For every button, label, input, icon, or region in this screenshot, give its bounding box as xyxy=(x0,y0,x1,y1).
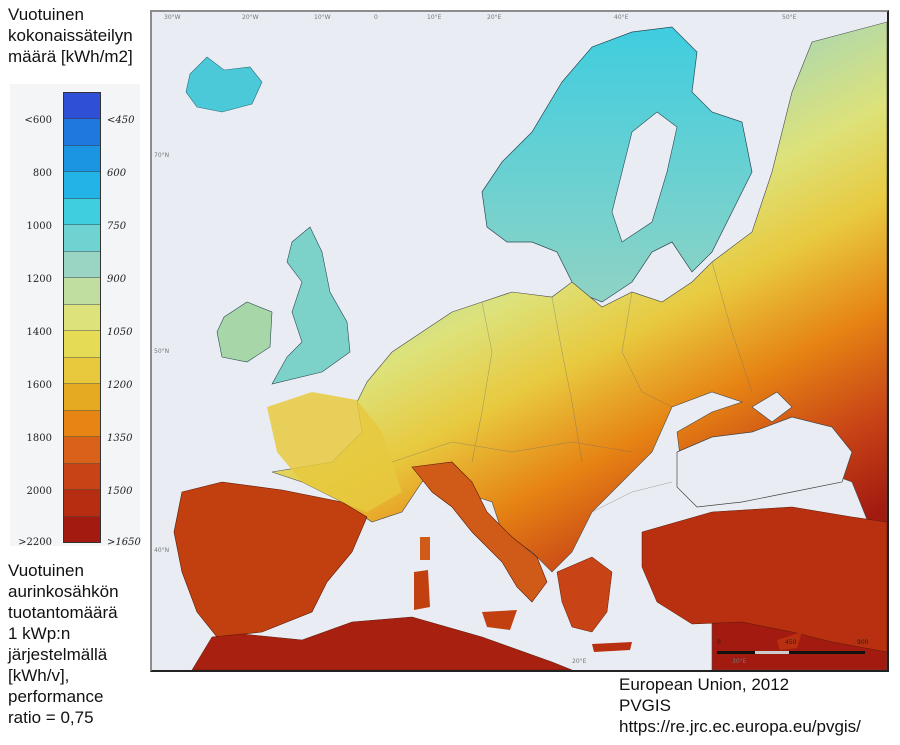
legend-band xyxy=(64,119,100,146)
legend-right-label: 1350 xyxy=(107,433,133,444)
legend-right-label: 1200 xyxy=(107,380,133,391)
legend-band xyxy=(64,198,100,226)
legend-right-label: <450 xyxy=(107,115,135,126)
legend-band xyxy=(64,93,100,120)
tick-label: 40°N xyxy=(154,547,170,554)
legend-left-label: <600 xyxy=(24,115,52,126)
iberian-peninsula xyxy=(173,481,368,638)
map-graphic xyxy=(173,21,887,670)
greece xyxy=(556,556,613,633)
tick-label: 10°E xyxy=(427,14,442,21)
legend-title-irradiation: Vuotuinen kokonaissäteilyn määrä [kWh/m2… xyxy=(8,4,133,67)
legend-band xyxy=(64,251,100,279)
legend-band xyxy=(64,225,100,252)
ireland xyxy=(216,301,273,363)
legend-title-pv-output: Vuotuinen aurinkosähkön tuotantomäärä 1 … xyxy=(8,560,119,728)
country-borders xyxy=(391,261,753,513)
title-line: ratio = 0,75 xyxy=(8,708,94,727)
legend-left-label: 1800 xyxy=(26,433,52,444)
tick-label: 0 xyxy=(374,14,378,21)
credit-line: European Union, 2012 xyxy=(619,675,790,694)
tick-label: 70°N xyxy=(154,152,170,159)
title-line: määrä [kWh/m2] xyxy=(8,47,133,66)
credit-line: PVGIS xyxy=(619,696,671,715)
legend-right-label: 900 xyxy=(107,274,127,285)
north-africa xyxy=(191,616,573,670)
legend-band xyxy=(64,410,100,438)
tick-label: 50°N xyxy=(154,348,170,355)
credit-url: https://re.jrc.ec.europa.eu/pvgis/ xyxy=(619,717,861,736)
scale-label: 0 xyxy=(717,639,721,646)
europe-solar-map: 30°W 20°W 10°W 0 10°E 20°E 40°E 50°E 20°… xyxy=(150,10,889,672)
tick-label: 30°W xyxy=(164,14,181,21)
legend-band xyxy=(64,463,100,491)
legend-left-label: 1400 xyxy=(26,327,52,338)
title-line: järjestelmällä xyxy=(8,645,108,664)
black-sea xyxy=(676,416,853,508)
cyprus xyxy=(777,632,802,650)
tick-label: 30°E xyxy=(732,658,747,665)
legend-left-label: 2000 xyxy=(26,486,52,497)
turkey xyxy=(641,506,887,653)
legend-color-scale xyxy=(63,92,101,543)
tick-label: 10°W xyxy=(314,14,331,21)
title-line: performance xyxy=(8,687,104,706)
legend-band xyxy=(64,304,100,332)
source-credits: European Union, 2012 PVGIS https://re.jr… xyxy=(619,674,861,737)
title-line: 1 kWp:n xyxy=(8,624,71,643)
corsica xyxy=(420,537,430,560)
scale-bar: 0 450 900 xyxy=(717,637,869,663)
legend-band xyxy=(64,278,100,305)
title-line: tuotantomäärä xyxy=(8,603,118,622)
sicily xyxy=(482,610,517,630)
legend-band xyxy=(64,357,100,385)
tick-label: 20°E xyxy=(487,14,502,21)
scandinavia xyxy=(481,26,753,303)
italy xyxy=(411,461,548,603)
title-line: Vuotuinen xyxy=(8,5,84,24)
title-line: kokonaissäteilyn xyxy=(8,26,133,45)
legend-left-label: 1000 xyxy=(26,221,52,232)
legend-band xyxy=(64,145,100,173)
legend-band xyxy=(64,516,100,542)
legend-left-label: >2200 xyxy=(18,537,52,548)
legend-right-label: 750 xyxy=(107,221,127,232)
legend-left-label: 1600 xyxy=(26,380,52,391)
tick-label: 20°W xyxy=(242,14,259,21)
legend-band xyxy=(64,384,100,411)
legend-left-label: 800 xyxy=(32,168,52,179)
legend-right-label: >1650 xyxy=(107,537,141,548)
tick-label: 40°E xyxy=(614,14,629,21)
legend-band xyxy=(64,331,100,358)
crete xyxy=(592,642,632,652)
france xyxy=(267,392,402,512)
title-line: Vuotuinen xyxy=(8,561,84,580)
tick-label: 20°E xyxy=(572,658,587,665)
legend-band xyxy=(64,437,100,464)
scale-label: 450 xyxy=(785,639,797,646)
tick-label: 50°E xyxy=(782,14,797,21)
legend-right-label: 1500 xyxy=(107,486,133,497)
title-line: aurinkosähkön xyxy=(8,582,119,601)
legend-right-label: 1050 xyxy=(107,327,133,338)
legend-band xyxy=(64,490,100,517)
iceland xyxy=(185,56,263,113)
legend-right-label: 600 xyxy=(107,168,127,179)
legend-band xyxy=(64,172,100,199)
scale-label: 900 xyxy=(857,639,869,646)
legend-left-label: 1200 xyxy=(26,274,52,285)
sardinia xyxy=(414,570,430,610)
great-britain xyxy=(271,226,351,385)
title-line: [kWh/v], xyxy=(8,666,70,685)
